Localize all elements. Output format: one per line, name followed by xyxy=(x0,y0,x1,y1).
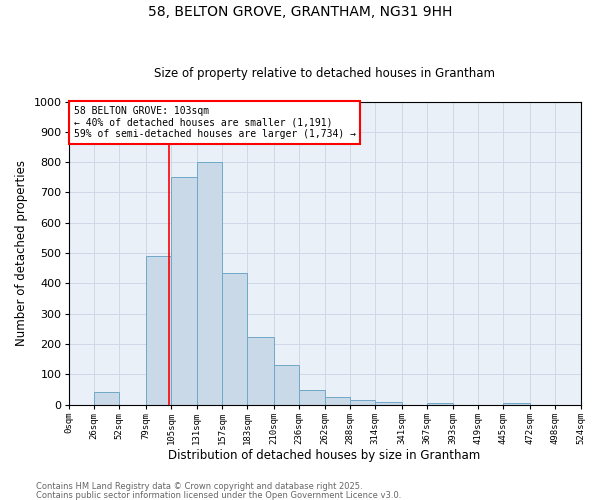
Bar xyxy=(325,396,350,405)
Bar xyxy=(146,256,171,405)
Title: Size of property relative to detached houses in Grantham: Size of property relative to detached ho… xyxy=(154,66,495,80)
Text: Contains public sector information licensed under the Open Government Licence v3: Contains public sector information licen… xyxy=(36,490,401,500)
Text: 58, BELTON GROVE, GRANTHAM, NG31 9HH: 58, BELTON GROVE, GRANTHAM, NG31 9HH xyxy=(148,5,452,19)
Text: 58 BELTON GROVE: 103sqm
← 40% of detached houses are smaller (1,191)
59% of semi: 58 BELTON GROVE: 103sqm ← 40% of detache… xyxy=(74,106,356,139)
Bar xyxy=(376,402,401,405)
Bar xyxy=(427,402,452,405)
Bar xyxy=(299,390,325,405)
Y-axis label: Number of detached properties: Number of detached properties xyxy=(15,160,28,346)
Text: Contains HM Land Registry data © Crown copyright and database right 2025.: Contains HM Land Registry data © Crown c… xyxy=(36,482,362,491)
X-axis label: Distribution of detached houses by size in Grantham: Distribution of detached houses by size … xyxy=(169,450,481,462)
Bar xyxy=(222,273,247,405)
Bar xyxy=(171,178,197,405)
Bar xyxy=(503,402,530,405)
Bar xyxy=(94,392,119,405)
Bar xyxy=(274,366,299,405)
Bar xyxy=(197,162,222,405)
Bar xyxy=(247,336,274,405)
Bar xyxy=(350,400,376,405)
